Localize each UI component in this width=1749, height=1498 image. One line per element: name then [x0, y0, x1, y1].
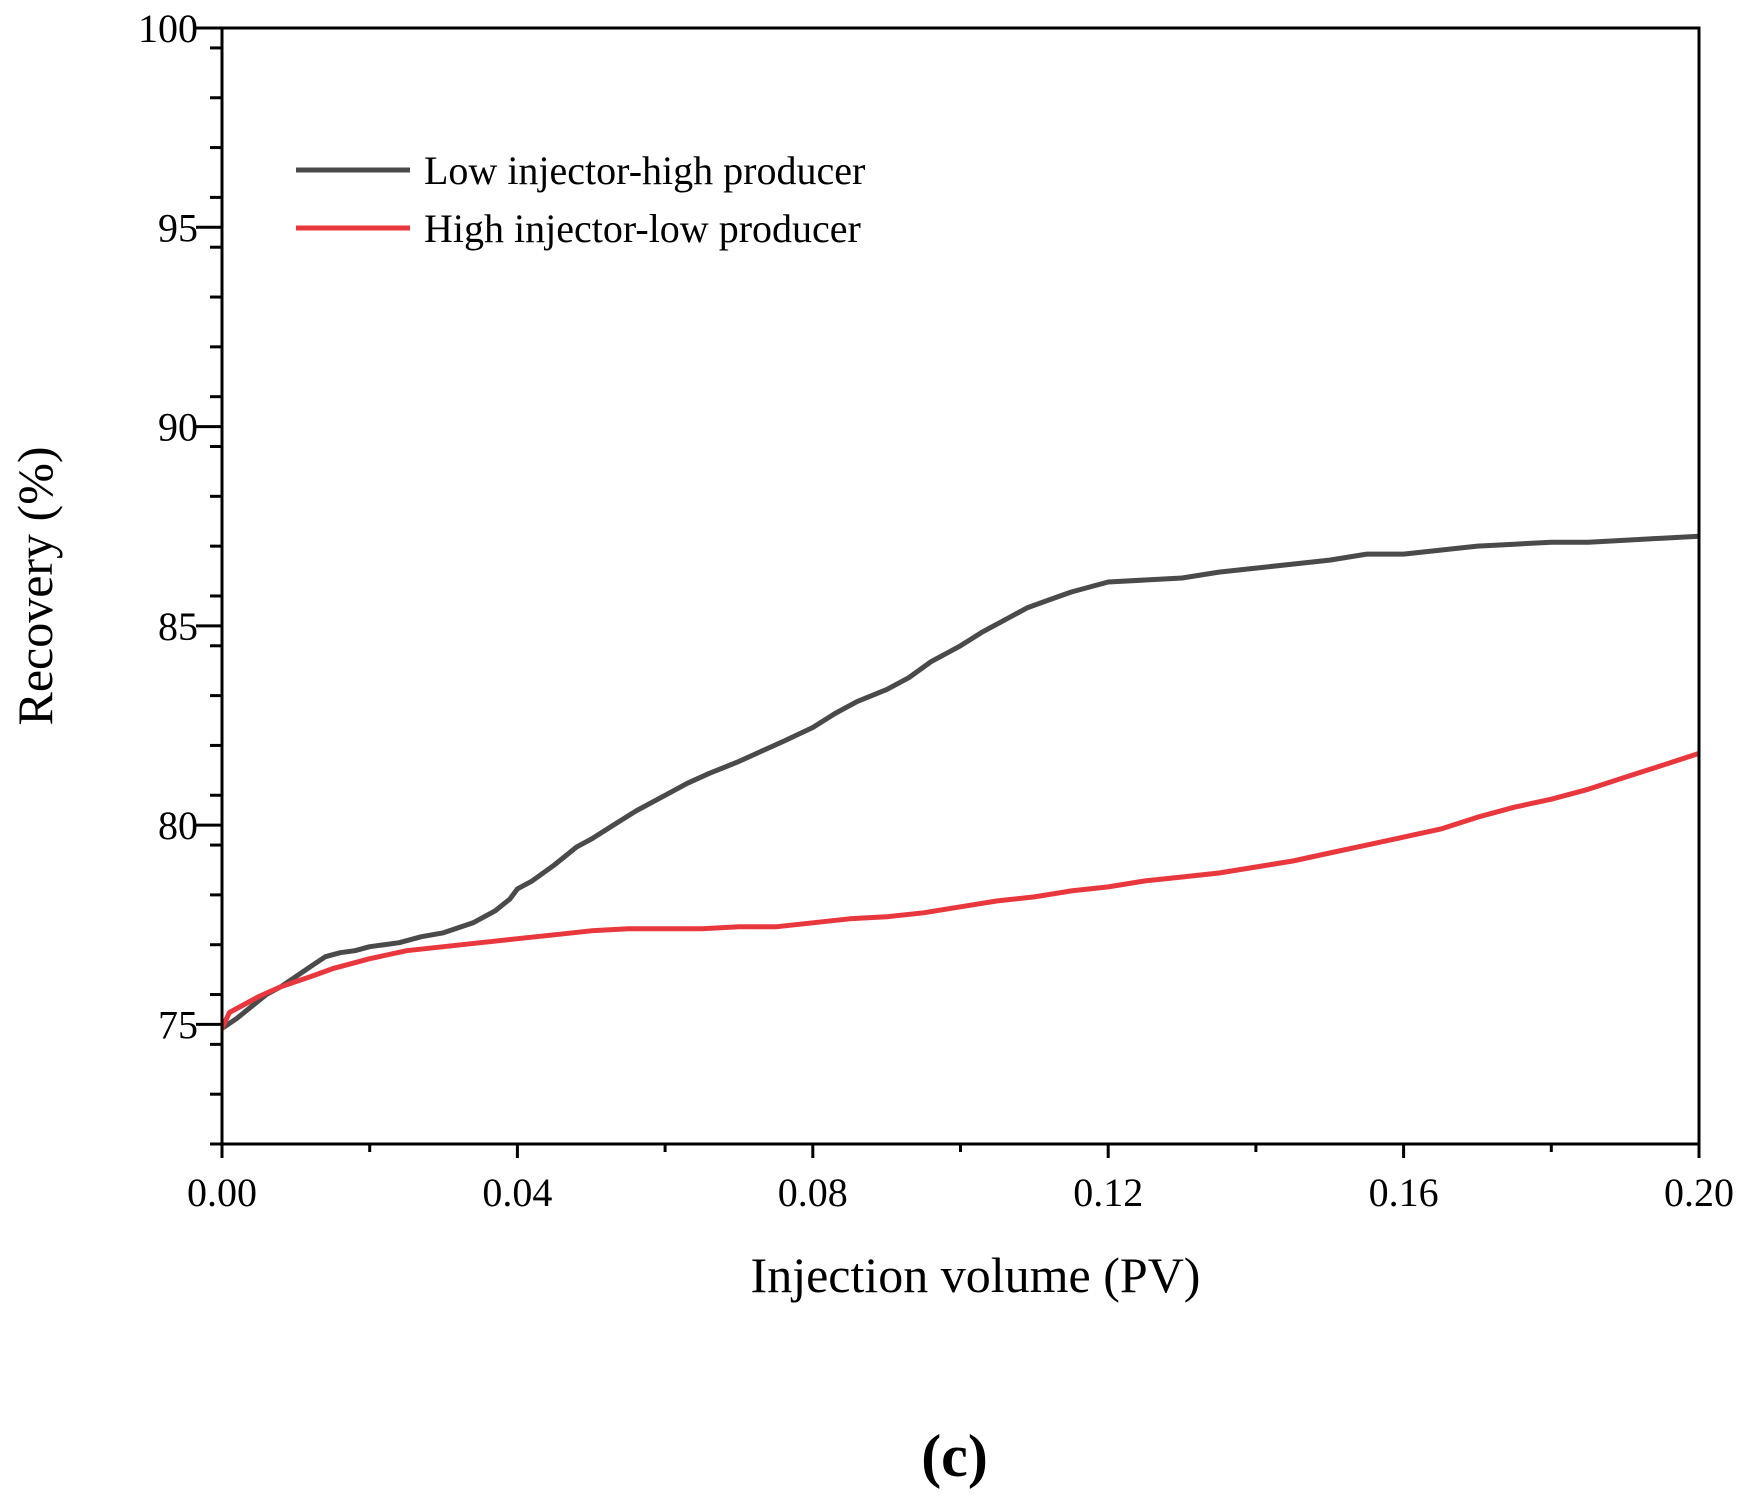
series-layer	[222, 533, 1699, 1031]
series-line-1	[222, 750, 1699, 1031]
y-tick-label: 100	[138, 6, 198, 51]
y-tick-label: 75	[158, 1002, 198, 1047]
x-tick-label: 0.04	[482, 1170, 552, 1215]
legend-label-high-injector-low-producer: High injector-low producer	[424, 206, 861, 251]
y-tick-label: 85	[158, 604, 198, 649]
ticks-layer	[196, 26, 1701, 1158]
legend: Low injector-high producer High injector…	[296, 148, 865, 251]
x-tick-label: 0.12	[1073, 1170, 1143, 1215]
legend-label-low-injector-high-producer: Low injector-high producer	[424, 148, 865, 193]
tick-labels-layer: 0.00 0.04 0.08 0.12 0.16 0.20 75 80 85 90 95 100	[138, 6, 1734, 1215]
x-tick-label: 0.00	[187, 1170, 257, 1215]
x-tick-label: 0.20	[1664, 1170, 1734, 1215]
x-axis-title: Injection volume (PV)	[751, 1247, 1201, 1303]
y-tick-label: 80	[158, 803, 198, 848]
x-tick-label: 0.08	[778, 1170, 848, 1215]
plot-frame	[220, 26, 1701, 1146]
y-tick-label: 95	[158, 205, 198, 250]
panel-label: (c)	[921, 1423, 988, 1489]
y-axis-title: Recovery (%)	[7, 446, 63, 725]
y-tick-label: 90	[158, 405, 198, 450]
series-line-0	[222, 533, 1699, 1031]
x-tick-label: 0.16	[1369, 1170, 1439, 1215]
